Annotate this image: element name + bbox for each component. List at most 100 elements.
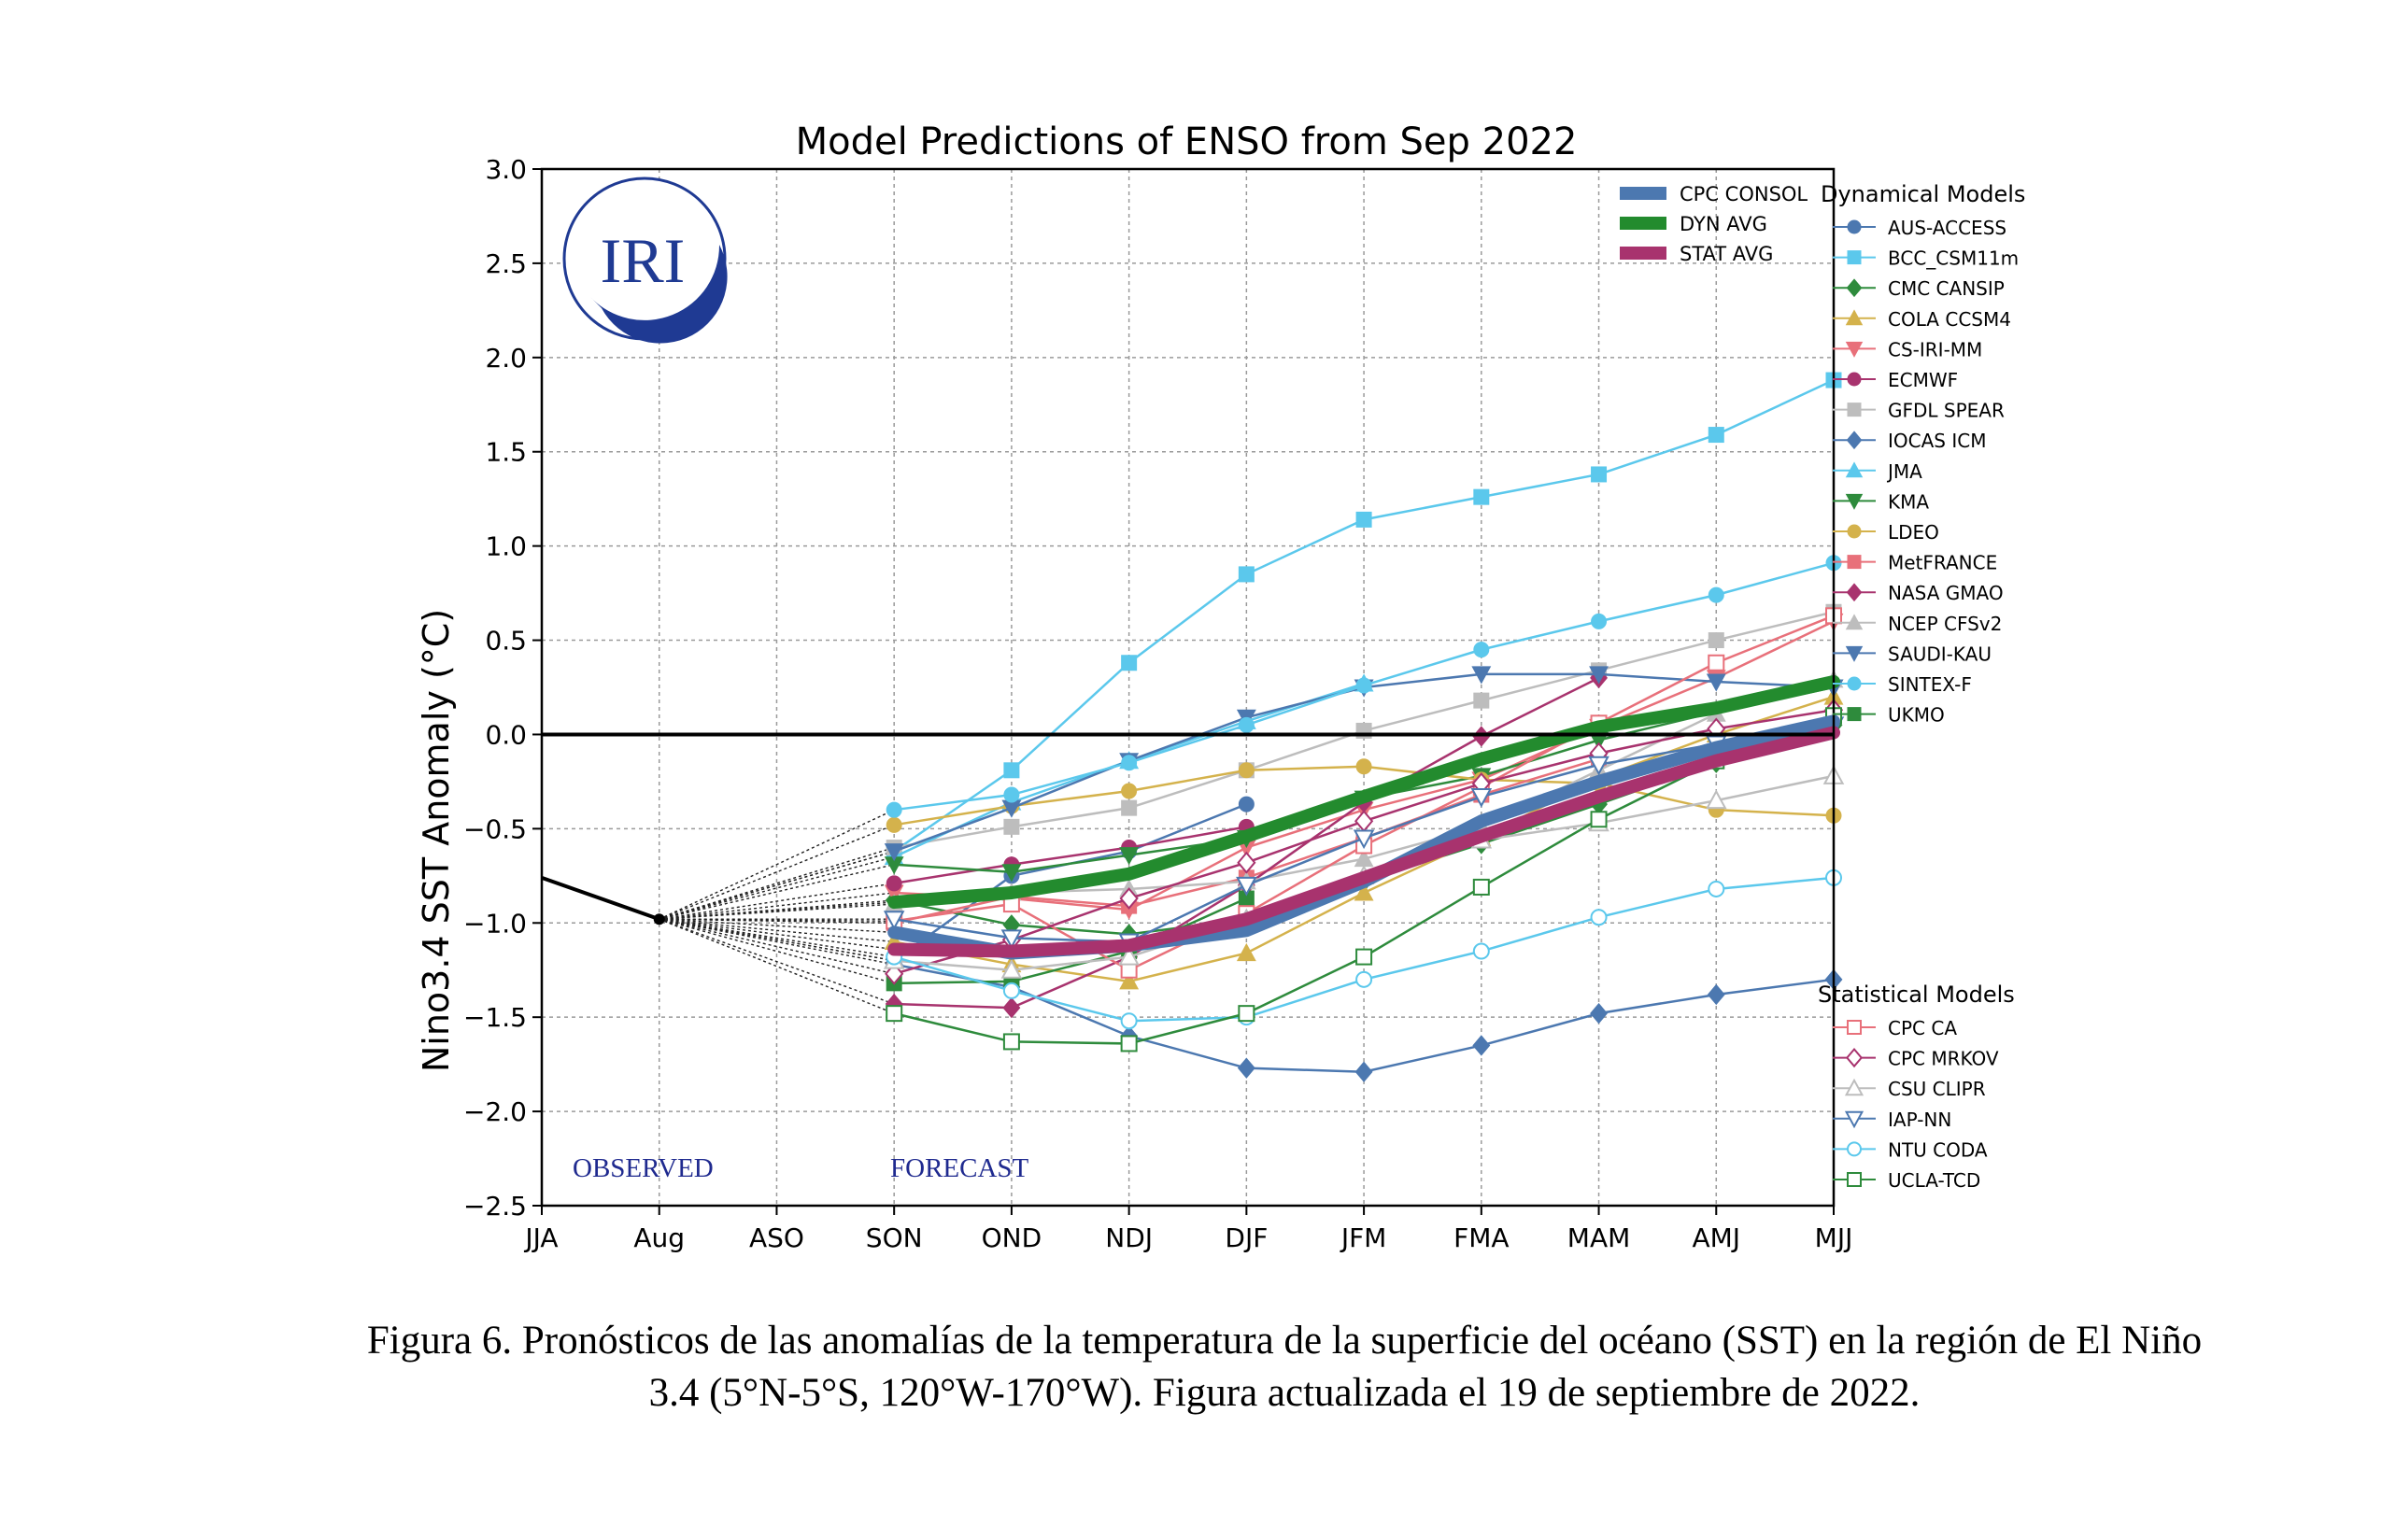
legend-marker [1845, 341, 1864, 358]
data-point [1119, 887, 1139, 910]
y-tick-label: 0.0 [485, 719, 527, 750]
y-tick-label: −1.0 [463, 908, 527, 939]
legend-marker [1847, 555, 1862, 570]
connector-line [659, 809, 895, 920]
legend-label: DYN AVG [1680, 213, 1767, 235]
y-axis-label: Nino3.4 SST Anomaly (°C) [416, 609, 457, 1072]
connector-line [659, 918, 895, 943]
legend-marker [1847, 372, 1862, 387]
legend-marker [1847, 707, 1862, 722]
x-tick-label: FMA [1453, 1222, 1509, 1253]
legend-marker [1847, 1172, 1862, 1187]
data-point [1590, 909, 1608, 926]
legend-marker [1845, 614, 1864, 630]
data-point [1473, 488, 1490, 505]
averages-legend: CPC CONSOL DYN AVG STAT AVG [1620, 183, 1808, 265]
legend-label: IOCAS ICM [1888, 430, 1986, 452]
series-avg-stat-avg [887, 726, 1840, 958]
connector-line [659, 918, 895, 958]
chart-title: Model Predictions of ENSO from Sep 2022 [796, 120, 1578, 163]
legend-label: AUS-ACCESS [1888, 217, 2006, 239]
observed-point [653, 913, 665, 925]
data-point [1003, 786, 1020, 803]
data-point [1238, 762, 1255, 779]
legend-marker [1844, 1110, 1864, 1129]
connector-line [659, 855, 895, 920]
x-tick-label: OND [982, 1222, 1042, 1253]
caption-line-1: Figura 6. Pronósticos de las anomalías d… [366, 1319, 2203, 1363]
data-point [1353, 829, 1375, 850]
data-point [884, 843, 904, 862]
legend-marker [1847, 1020, 1862, 1035]
x-tick-label: NDJ [1105, 1222, 1153, 1253]
data-point [1355, 677, 1372, 694]
data-point [1238, 566, 1255, 583]
plot-frame [540, 167, 1836, 1208]
y-tick-label: 2.5 [485, 248, 527, 279]
y-tick-label: 3.0 [485, 154, 527, 185]
legend-label: SINTEX-F [1888, 673, 1972, 696]
legend-marker [1845, 309, 1864, 326]
y-tick-label: −2.0 [463, 1096, 527, 1127]
x-tick-label: MAM [1567, 1222, 1630, 1253]
data-point [1001, 864, 1022, 883]
connector-line [659, 864, 895, 920]
legend-label: UKMO [1888, 704, 1945, 727]
data-point [886, 801, 902, 818]
connector-line [659, 918, 895, 975]
legend-label: STAT AVG [1680, 243, 1773, 265]
legend-marker [1847, 524, 1862, 539]
series-avg-dyn-avg [887, 674, 1840, 910]
y-tick-label: −0.5 [463, 813, 527, 844]
series-ucla-tcd [886, 707, 1842, 1053]
data-point [886, 1005, 903, 1023]
data-point [1003, 818, 1020, 835]
y-tick-label: 1.5 [485, 437, 527, 468]
observed-line [541, 875, 660, 922]
models-legend: Dynamical Models AUS-ACCESS BCC_CSM11m CMC … [1818, 181, 2025, 1192]
data-point [886, 875, 902, 892]
data-point [1237, 851, 1256, 874]
forecast-label: FORECAST [890, 1153, 1029, 1183]
legend-label: CSU CLIPR [1888, 1078, 1986, 1100]
x-tick-label: DJF [1225, 1222, 1268, 1253]
legend-marker [1847, 403, 1862, 417]
connector-line [659, 901, 895, 920]
legend-label: NCEP CFSv2 [1888, 613, 2002, 635]
data-point [1590, 811, 1608, 828]
legend-label: UCLA-TCD [1888, 1169, 1980, 1192]
legend-label: CPC MRKOV [1888, 1048, 1999, 1070]
x-tick-label: AMJ [1692, 1222, 1740, 1253]
data-point [1706, 673, 1726, 692]
data-point [1708, 632, 1724, 649]
data-point [1238, 1005, 1255, 1023]
legend-label: NASA GMAO [1888, 582, 2004, 604]
legend-marker [1845, 493, 1864, 510]
y-tick-label: 1.0 [485, 531, 527, 562]
data-point [1471, 666, 1492, 685]
legend-label: ECMWF [1888, 369, 1958, 391]
data-point [1591, 466, 1608, 483]
data-point [1470, 788, 1493, 808]
legend-label: LDEO [1888, 521, 1939, 544]
data-point [1236, 876, 1257, 897]
connector-line [659, 918, 895, 1005]
data-point [1472, 1035, 1491, 1056]
legend-label: SAUDI-KAU [1888, 643, 1992, 665]
legend-label: MetFRANCE [1888, 552, 1997, 574]
connector-line [659, 850, 895, 920]
series-line [893, 378, 1835, 853]
data-point [1000, 929, 1023, 950]
legend-marker [1845, 645, 1864, 662]
data-point [1588, 756, 1609, 776]
figure-caption: Figura 6. Pronósticos de las anomalías d… [234, 1315, 2335, 1420]
legend-label: COLA CCSM4 [1888, 308, 2011, 331]
legend-marker [1846, 583, 1863, 602]
legend-label: CMC CANSIP [1888, 277, 2005, 300]
legend-title-statistical: Statistical Models [1818, 982, 2015, 1008]
data-point [1591, 613, 1608, 629]
data-point [1121, 799, 1138, 816]
legend-title-dynamical: Dynamical Models [1821, 181, 2025, 207]
connector-line [659, 892, 895, 920]
